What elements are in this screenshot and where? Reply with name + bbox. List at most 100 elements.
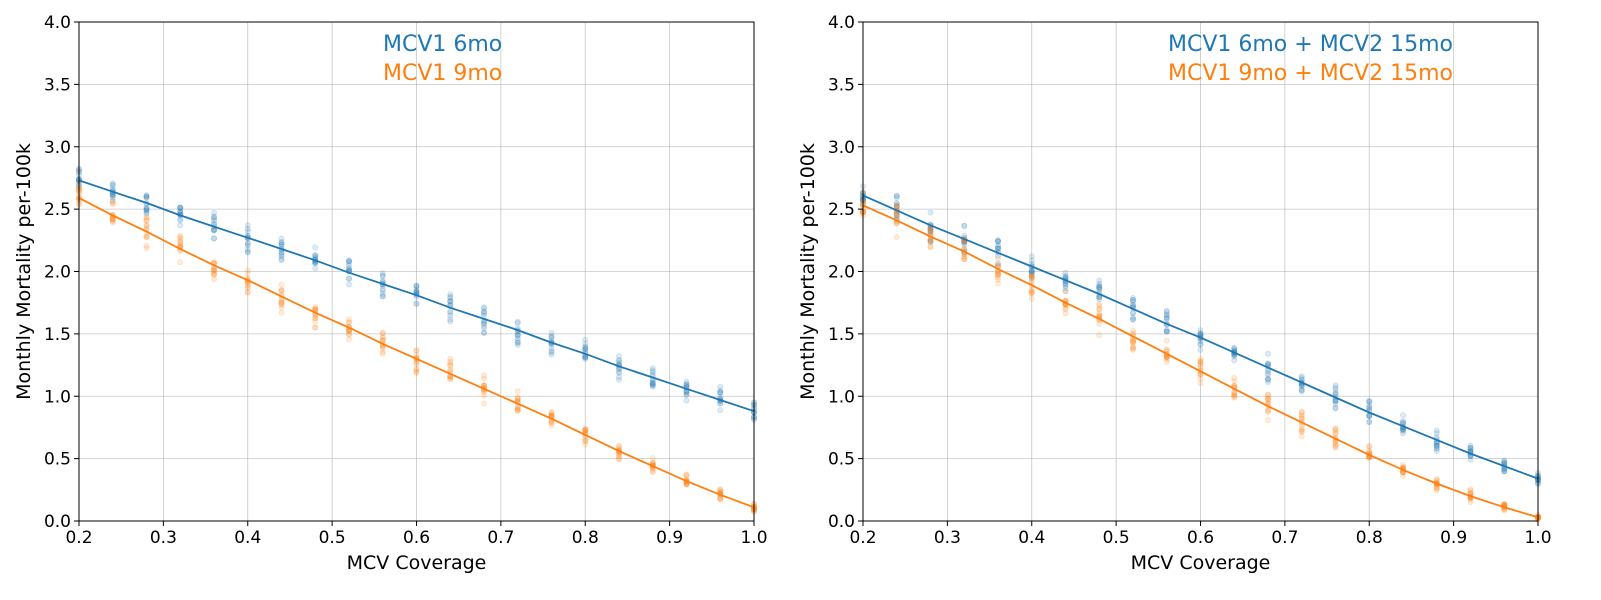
data-point xyxy=(413,347,420,354)
data-point xyxy=(312,324,319,331)
data-point xyxy=(514,394,521,401)
data-point xyxy=(1366,399,1373,406)
data-point xyxy=(143,194,150,201)
data-point xyxy=(109,196,116,203)
data-point xyxy=(1163,328,1170,335)
data-point xyxy=(447,297,454,304)
data-point xyxy=(548,333,555,340)
data-point xyxy=(447,316,454,323)
data-point xyxy=(1366,443,1373,450)
data-point xyxy=(1062,288,1069,295)
data-point xyxy=(1332,384,1339,391)
data-point xyxy=(278,238,285,245)
data-point xyxy=(1298,415,1305,422)
data-point xyxy=(995,243,1002,250)
data-point xyxy=(177,217,184,224)
data-point xyxy=(447,309,454,316)
data-point xyxy=(312,252,319,259)
data-point xyxy=(143,242,150,249)
data-point xyxy=(413,283,420,290)
x-tick-label: 1.0 xyxy=(1524,528,1551,548)
data-point xyxy=(244,241,251,248)
data-point xyxy=(480,308,487,315)
data-point xyxy=(582,336,589,343)
data-point xyxy=(1130,294,1137,301)
data-point xyxy=(1433,442,1440,449)
data-point xyxy=(413,347,420,354)
data-point xyxy=(995,242,1002,249)
data-point xyxy=(1298,425,1305,432)
data-point xyxy=(1028,270,1035,277)
data-point xyxy=(1231,374,1238,381)
data-point xyxy=(1028,257,1035,264)
data-point xyxy=(109,218,116,225)
data-point xyxy=(379,286,386,293)
data-point xyxy=(210,214,217,221)
data-point xyxy=(1231,353,1238,360)
data-point xyxy=(1197,362,1204,369)
data-point xyxy=(177,222,184,229)
data-point xyxy=(210,227,217,234)
data-point xyxy=(278,309,285,316)
data-point xyxy=(480,330,487,337)
data-point xyxy=(995,237,1002,244)
y-tick-label: 2.5 xyxy=(828,200,855,220)
data-point xyxy=(893,203,900,210)
data-point xyxy=(177,204,184,211)
data-point xyxy=(1062,272,1069,279)
legend-entry-1: MCV1 6mo xyxy=(383,32,502,57)
data-point xyxy=(1130,337,1137,344)
data-point xyxy=(1433,442,1440,449)
data-point xyxy=(210,272,217,279)
data-point xyxy=(143,213,150,220)
data-point xyxy=(927,237,934,244)
data-point xyxy=(1197,361,1204,368)
data-point xyxy=(447,312,454,319)
data-point xyxy=(1096,320,1103,327)
data-point xyxy=(893,211,900,218)
data-point xyxy=(683,397,690,404)
data-point xyxy=(1231,345,1238,352)
data-point xyxy=(995,271,1002,278)
data-point xyxy=(312,315,319,322)
data-point xyxy=(1163,359,1170,366)
data-point xyxy=(143,210,150,217)
y-tick-label: 4.0 xyxy=(828,13,855,33)
data-point xyxy=(109,198,116,205)
data-point xyxy=(143,221,150,228)
data-point xyxy=(616,456,623,463)
data-point xyxy=(649,380,656,387)
y-tick-label: 0.0 xyxy=(44,512,71,532)
data-point xyxy=(582,355,589,362)
data-point xyxy=(893,203,900,210)
data-point xyxy=(1096,312,1103,319)
data-point xyxy=(379,334,386,341)
data-point xyxy=(413,288,420,295)
data-point xyxy=(582,425,589,432)
y-tick-label: 2.5 xyxy=(44,200,71,220)
data-point xyxy=(1298,412,1305,419)
data-point xyxy=(1028,290,1035,297)
y-tick-label: 3.0 xyxy=(44,138,71,158)
data-point xyxy=(1501,468,1508,475)
data-point xyxy=(893,234,900,241)
data-point xyxy=(683,473,690,480)
data-point xyxy=(1265,417,1272,424)
grid xyxy=(78,21,755,522)
y-tick-label: 1.0 xyxy=(828,387,855,407)
data-point xyxy=(278,235,285,242)
data-point xyxy=(278,301,285,308)
data-point xyxy=(548,409,555,416)
data-point xyxy=(1265,378,1272,385)
data-point xyxy=(1231,357,1238,364)
data-point xyxy=(312,314,319,321)
data-point xyxy=(143,193,150,200)
data-point xyxy=(1130,344,1137,351)
data-point xyxy=(480,372,487,379)
data-point xyxy=(312,252,319,259)
data-point xyxy=(177,259,184,266)
data-point xyxy=(1298,428,1305,435)
data-point xyxy=(616,368,623,375)
data-point xyxy=(1265,360,1272,367)
